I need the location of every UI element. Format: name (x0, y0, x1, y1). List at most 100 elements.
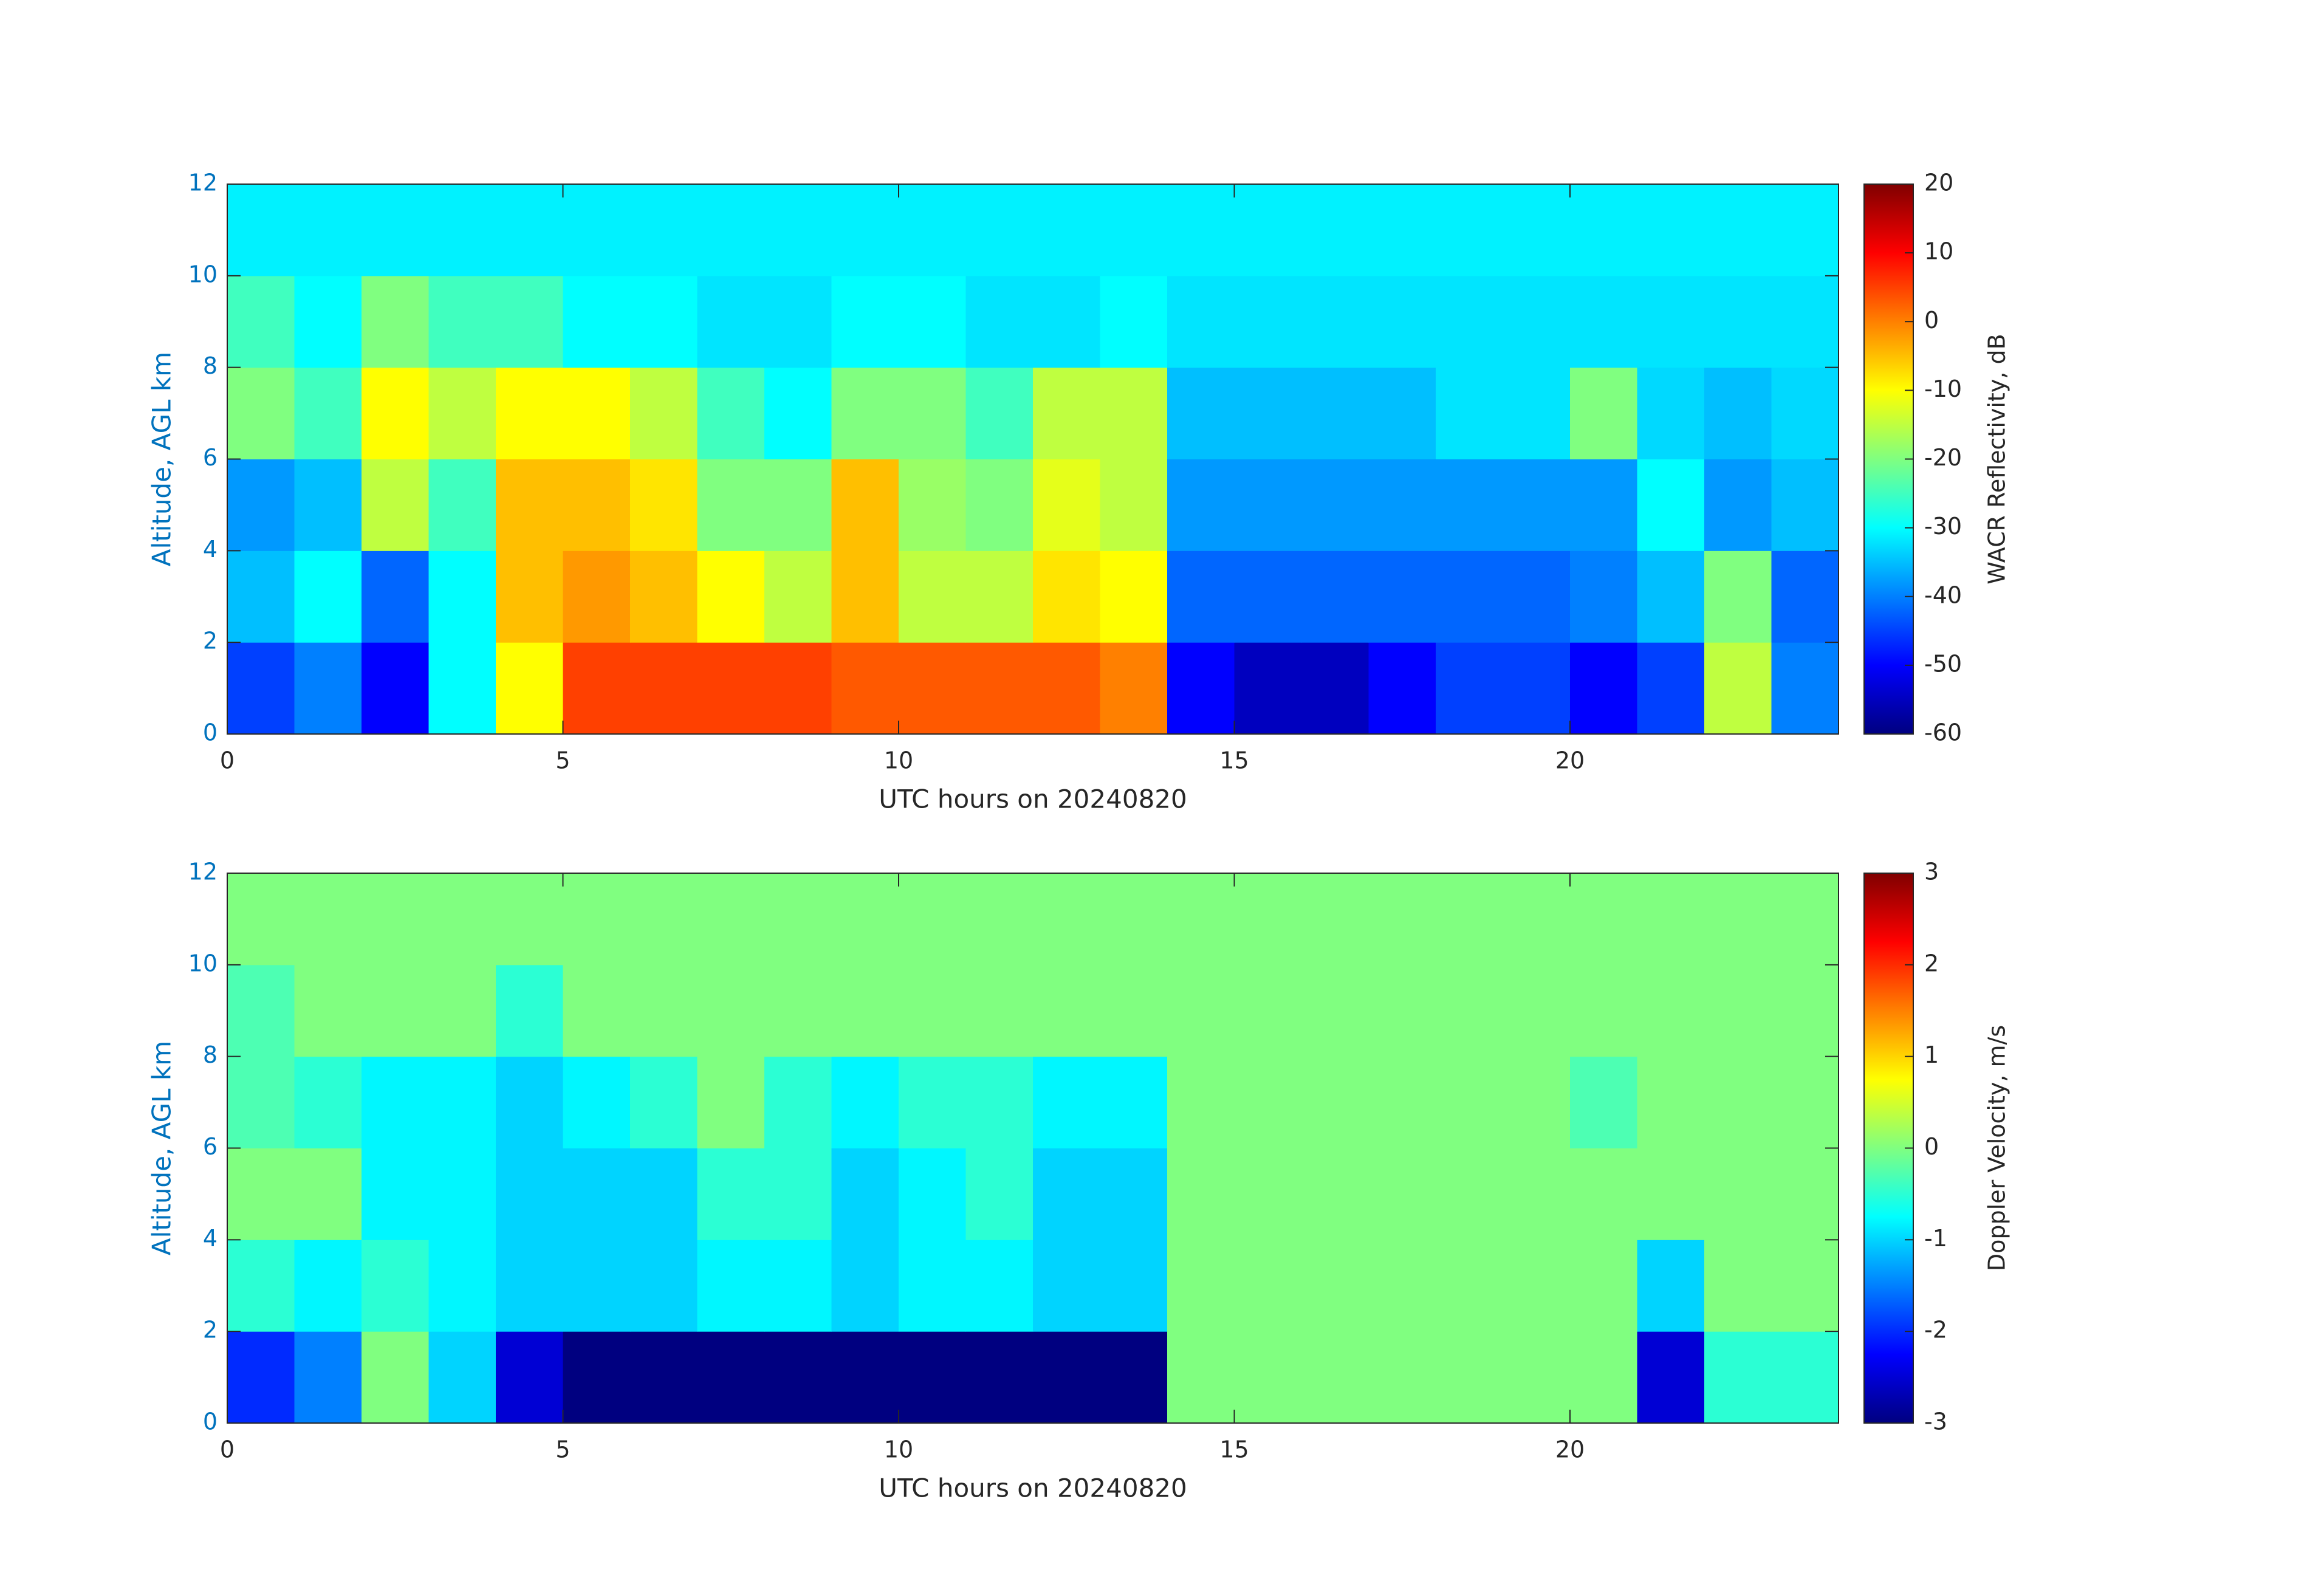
heatmap-cell (1167, 367, 1235, 459)
heatmap-cell (1704, 459, 1772, 551)
x-tick-label: 5 (555, 1436, 570, 1463)
heatmap-cell (764, 964, 832, 1057)
heatmap-cell (563, 1240, 631, 1332)
heatmap-cell (1570, 367, 1637, 459)
heatmap-cell (563, 1331, 631, 1424)
heatmap-cell (1301, 1240, 1369, 1332)
heatmap-cell (1637, 367, 1705, 459)
heatmap-cell (1234, 1240, 1302, 1332)
heatmap-cell (1704, 964, 1772, 1057)
heatmap-cell (1301, 1148, 1369, 1240)
colorbar-tick-label: -50 (1924, 650, 1962, 677)
colorbar-tick-label: -40 (1924, 581, 1962, 608)
heatmap-cell (362, 275, 429, 368)
colorbar-tick-label: 0 (1924, 1133, 1939, 1160)
y-tick-label: 8 (203, 1041, 218, 1068)
heatmap-cell (1033, 1331, 1100, 1424)
heatmap-cell (563, 459, 631, 551)
heatmap-cell (1570, 642, 1637, 735)
heatmap-cell (831, 1056, 899, 1148)
heatmap-cell (1704, 1148, 1772, 1240)
heatmap-cell (965, 1240, 1033, 1332)
heatmap-cell (1771, 642, 1839, 735)
heatmap-cell (563, 964, 631, 1057)
heatmap-cell (496, 1148, 563, 1240)
y-tick-label: 6 (203, 1133, 218, 1160)
heatmap-cell (1167, 184, 1235, 276)
heatmap-cell (831, 964, 899, 1057)
heatmap-cell (831, 1240, 899, 1332)
y-tick-label: 12 (188, 859, 218, 885)
heatmap-cell (1167, 642, 1235, 735)
heatmap-cell (496, 1056, 563, 1148)
heatmap-cell (428, 1056, 496, 1148)
heatmap-cell (630, 964, 698, 1057)
heatmap-cell (1234, 275, 1302, 368)
heatmap-cell (1100, 1148, 1168, 1240)
heatmap-cell (1100, 1056, 1168, 1148)
heatmap-cell (1704, 873, 1772, 966)
heatmap-cell (1301, 184, 1369, 276)
heatmap-cell (1100, 1240, 1168, 1332)
heatmap-cell (1234, 1056, 1302, 1148)
heatmap-cell (1033, 642, 1100, 735)
colorbar-tick-label: 20 (1924, 170, 1953, 196)
heatmap-cell (899, 459, 966, 551)
heatmap-cell (630, 551, 698, 643)
heatmap-cell (1503, 551, 1571, 643)
heatmap-cell (227, 275, 295, 368)
heatmap-cell (227, 1056, 295, 1148)
heatmap-cell (1436, 873, 1503, 966)
heatmap-cell (1436, 459, 1503, 551)
heatmap-cell (362, 873, 429, 966)
heatmap-cell (1301, 551, 1369, 643)
heatmap-cell (428, 459, 496, 551)
heatmap-cell (1637, 551, 1705, 643)
heatmap-cell (1167, 964, 1235, 1057)
x-axis-label: UTC hours on 20240820 (879, 1473, 1187, 1503)
heatmap-cell (1368, 642, 1436, 735)
heatmap-cell (294, 459, 362, 551)
heatmap-cell (362, 367, 429, 459)
heatmap-cell (1503, 964, 1571, 1057)
heatmap-cell (1436, 1331, 1503, 1424)
heatmap-cell (1033, 1240, 1100, 1332)
heatmap-cell (1301, 1331, 1369, 1424)
heatmap-cell (496, 551, 563, 643)
heatmap-cell (1033, 184, 1100, 276)
y-axis-label: Altitude, AGL km (147, 352, 177, 566)
heatmap-cell (1436, 642, 1503, 735)
heatmap-cell (899, 642, 966, 735)
colorbar-tick-label: -10 (1924, 376, 1962, 402)
heatmap-cell (1368, 1331, 1436, 1424)
heatmap-cell (1503, 1240, 1571, 1332)
heatmap-cell (1570, 1148, 1637, 1240)
heatmap-cell (496, 275, 563, 368)
heatmap-cell (1570, 1331, 1637, 1424)
heatmap-cell (1637, 642, 1705, 735)
heatmap-cell (1301, 367, 1369, 459)
heatmap-cell (764, 1148, 832, 1240)
colorbar-label: Doppler Velocity, m/s (1984, 1025, 2010, 1271)
y-tick-label: 8 (203, 352, 218, 379)
heatmap-cell (1167, 873, 1235, 966)
heatmap-cell (899, 367, 966, 459)
heatmap-cell (294, 1240, 362, 1332)
heatmap-cell (1436, 275, 1503, 368)
heatmap-cell (294, 642, 362, 735)
heatmap-cell (428, 1240, 496, 1332)
heatmap-cell (1100, 1331, 1168, 1424)
heatmap-cell (697, 873, 765, 966)
heatmap-cell (1368, 873, 1436, 966)
heatmap-cell (1033, 1148, 1100, 1240)
heatmap-cell (496, 184, 563, 276)
heatmap-cell (563, 642, 631, 735)
heatmap-cell (1033, 551, 1100, 643)
heatmap-cell (1368, 275, 1436, 368)
heatmap-cell (362, 1240, 429, 1332)
heatmap-cell (697, 1148, 765, 1240)
heatmap-cell (496, 459, 563, 551)
y-tick-label: 4 (203, 536, 218, 563)
heatmap-cell (831, 184, 899, 276)
